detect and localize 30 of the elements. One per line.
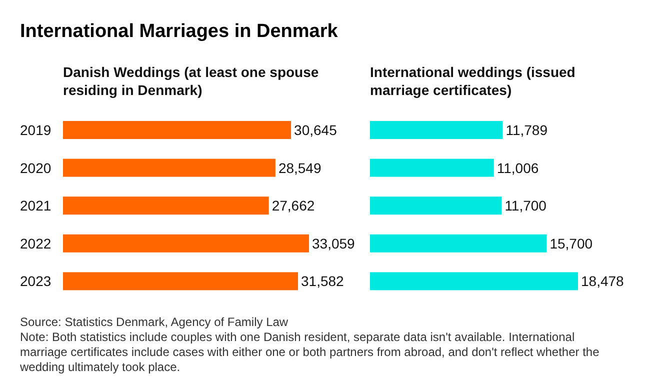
data-label: 30,645 bbox=[294, 122, 338, 138]
bar bbox=[370, 272, 578, 290]
bar bbox=[63, 234, 309, 252]
bar bbox=[63, 158, 276, 177]
bar bbox=[63, 121, 292, 139]
data-label: 27,662 bbox=[272, 198, 315, 214]
bar bbox=[370, 196, 502, 215]
bar bbox=[370, 121, 503, 139]
chart-title: International Marriages in Denmark bbox=[20, 21, 338, 42]
data-label: 11,789 bbox=[506, 122, 548, 138]
y-tick-label: 2023 bbox=[20, 273, 52, 290]
bar bbox=[63, 196, 269, 215]
y-tick-label: 2022 bbox=[20, 235, 52, 252]
data-label: 31,582 bbox=[301, 273, 344, 290]
data-label: 28,549 bbox=[278, 160, 322, 176]
bar bbox=[370, 158, 494, 177]
chart-subtitle: International weddings (issued marriage certificates) bbox=[370, 64, 576, 98]
data-label: 18,478 bbox=[581, 273, 624, 290]
y-tick-label: 2021 bbox=[20, 198, 52, 214]
y-tick-label: 2019 bbox=[20, 122, 52, 138]
text: Note: Both statistics include couples with one Danish resident, separate data isn't available. International marriage certificates include cases with either one or both partners from abroad, and don't reflect whether the wedding ultimately took place. bbox=[19, 330, 600, 374]
data-label: 15,700 bbox=[550, 235, 593, 252]
y-tick-label: 2020 bbox=[20, 160, 52, 176]
bar bbox=[63, 272, 298, 290]
data-label: 11,006 bbox=[496, 160, 539, 176]
data-label: 33,059 bbox=[312, 235, 356, 252]
source-note: Source: Statistics Denmark, Agency of Family Law bbox=[20, 315, 288, 329]
bar bbox=[370, 234, 547, 252]
chart-subtitle: Danish Weddings (at least one spouse residing in Denmark) bbox=[63, 64, 319, 98]
data-label: 11,700 bbox=[504, 198, 547, 214]
